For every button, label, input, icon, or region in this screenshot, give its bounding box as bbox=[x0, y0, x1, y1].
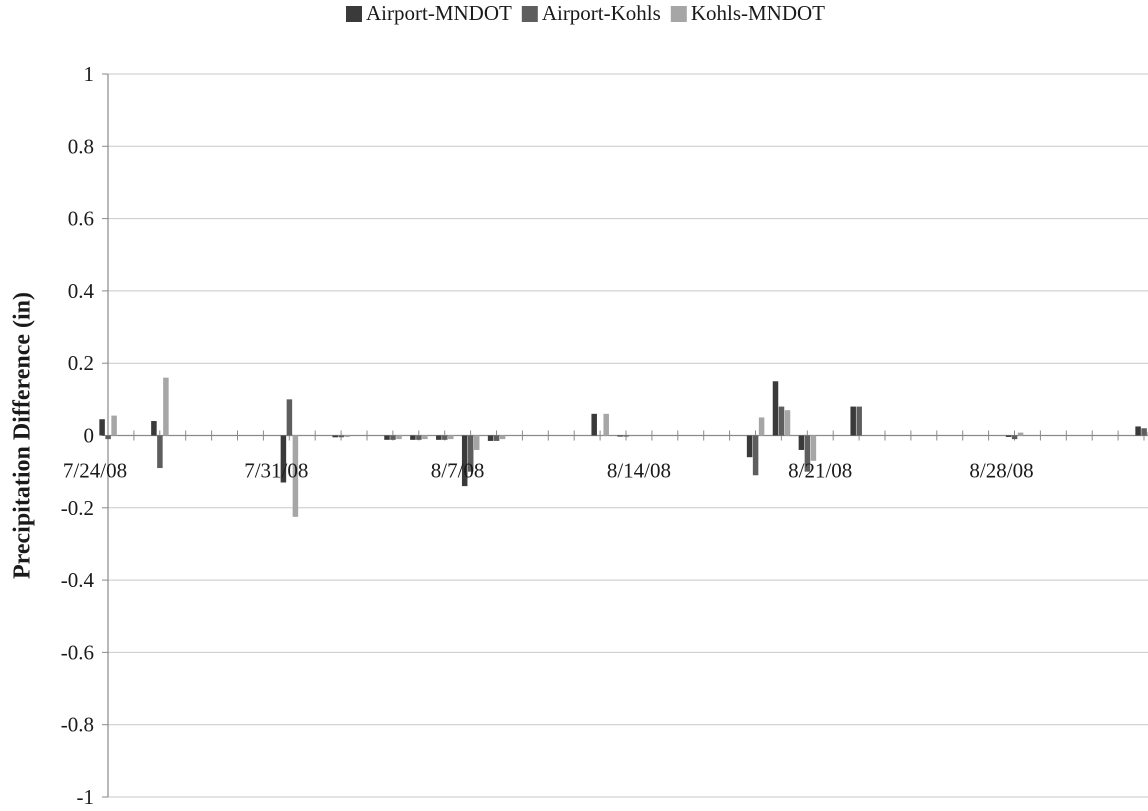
y-ticks: 1 0.8 0.6 0.4 0.2 0 -0.2 -0.4 -0.6 -0.8 -1 bbox=[61, 62, 95, 809]
bar-airport-kohls bbox=[1011, 435, 1018, 440]
bar-airport-mndot bbox=[280, 435, 287, 483]
bar-airport-mndot bbox=[591, 413, 597, 436]
legend-swatch bbox=[670, 6, 687, 22]
bar-airport-kohls bbox=[493, 435, 500, 441]
bar-airport-kohls bbox=[467, 435, 474, 472]
y-tick-label: -0.8 bbox=[61, 713, 94, 737]
bar-airport-kohls bbox=[856, 406, 862, 436]
bar-airport-mndot bbox=[410, 435, 416, 440]
y-tick-label: -1 bbox=[77, 785, 95, 809]
bar-kohls-mndot bbox=[784, 410, 791, 436]
bar-airport-kohls bbox=[338, 435, 344, 438]
bar-airport-mndot bbox=[798, 435, 805, 450]
bar-kohls-mndot bbox=[292, 435, 299, 517]
y-tick-label: 0.4 bbox=[68, 279, 95, 303]
bar-kohls-mndot bbox=[499, 435, 506, 440]
gridlines bbox=[108, 73, 1148, 798]
y-tick-label: 0.2 bbox=[68, 351, 94, 375]
bar-airport-kohls bbox=[442, 435, 448, 440]
bar-kohls-mndot bbox=[758, 417, 765, 436]
y-tick-label: -0.4 bbox=[61, 568, 95, 592]
bar-airport-mndot bbox=[151, 421, 157, 436]
bar-airport-kohls bbox=[623, 435, 629, 437]
legend-swatch bbox=[346, 6, 362, 22]
y-tick-label: -0.6 bbox=[61, 640, 94, 664]
bar-kohls-mndot bbox=[344, 435, 350, 437]
legend-label: Kohls-MNDOT bbox=[691, 1, 825, 25]
bar-airport-kohls bbox=[778, 406, 785, 436]
bar-airport-mndot bbox=[1005, 435, 1012, 437]
bar-airport-mndot bbox=[461, 435, 468, 487]
x-tick-label: 8/28/08 bbox=[969, 459, 1033, 483]
bar-airport-mndot bbox=[772, 381, 779, 436]
bar-kohls-mndot bbox=[1017, 432, 1024, 436]
y-tick-label: 0.8 bbox=[68, 134, 94, 158]
bar-airport-mndot bbox=[617, 435, 623, 437]
x-tick-label: 8/14/08 bbox=[607, 459, 671, 483]
y-tick-label: 1 bbox=[84, 62, 95, 86]
x-tick-label: 8/7/08 bbox=[431, 459, 485, 483]
bar-airport-mndot bbox=[487, 435, 494, 441]
bar-kohls-mndot bbox=[810, 435, 817, 461]
bar-airport-kohls bbox=[752, 435, 759, 476]
bar-kohls-mndot bbox=[603, 413, 609, 436]
legend-label: Airport-Kohls bbox=[542, 1, 661, 25]
x-tick-label: 8/21/08 bbox=[788, 459, 852, 483]
bar-airport-kohls bbox=[157, 435, 163, 469]
y-tick-label: 0 bbox=[84, 424, 95, 448]
bar-airport-kohls bbox=[416, 435, 422, 440]
legend-swatch bbox=[521, 6, 538, 22]
x-tick-label: 7/24/08 bbox=[63, 459, 127, 483]
bar-kohls-mndot bbox=[163, 377, 169, 436]
bars bbox=[99, 377, 1148, 517]
bar-kohls-mndot bbox=[473, 435, 480, 450]
x-ticks: 7/24/08 7/31/08 8/7/08 8/14/08 8/21/08 8/28/0… bbox=[63, 459, 1034, 483]
bar-airport-mndot bbox=[850, 406, 856, 436]
bar-airport-mndot bbox=[746, 435, 753, 458]
legend-label: Airport-MNDOT bbox=[366, 1, 512, 25]
bar-airport-kohls bbox=[804, 435, 811, 472]
y-axis-title: Precipitation Difference (in) bbox=[10, 292, 36, 579]
bar-airport-mndot bbox=[332, 435, 338, 438]
legend: Airport-MNDOT Airport-Kohls Kohls-MNDOT bbox=[346, 1, 825, 25]
bar-airport-mndot bbox=[99, 419, 105, 436]
bar-airport-mndot bbox=[1135, 426, 1141, 436]
bar-kohls-mndot bbox=[422, 435, 428, 440]
bar-kohls-mndot bbox=[448, 435, 454, 440]
bar-airport-mndot bbox=[384, 435, 390, 440]
y-tick-label: -0.2 bbox=[61, 496, 94, 520]
bar-kohls-mndot bbox=[396, 435, 402, 440]
bar-airport-mndot bbox=[436, 435, 442, 440]
bar-airport-kohls bbox=[105, 435, 111, 440]
x-tick-label: 7/31/08 bbox=[244, 459, 308, 483]
y-tick-label: 0.6 bbox=[68, 207, 94, 231]
bar-airport-kohls bbox=[1141, 428, 1147, 436]
bar-kohls-mndot bbox=[111, 415, 117, 436]
bar-airport-kohls bbox=[390, 435, 396, 440]
bar-airport-kohls bbox=[286, 399, 293, 436]
